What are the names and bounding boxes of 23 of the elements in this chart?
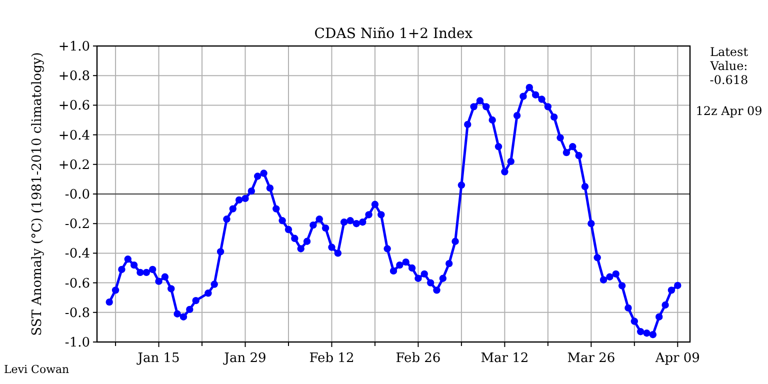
y-tick-label: +0.8 (58, 69, 90, 84)
y-tick-label: +0.2 (58, 158, 90, 173)
y-tick-label: -0.8 (64, 306, 90, 321)
y-tick-label: -0.6 (64, 276, 90, 292)
x-tick-label: Mar 12 (480, 351, 529, 366)
x-tick-label: Apr 09 (654, 351, 700, 366)
y-tick-label: -1.0 (64, 336, 90, 350)
y-tick-label: -0.4 (64, 246, 90, 262)
chart-title: CDAS Niño 1+2 Index (314, 26, 473, 42)
x-tick-label: Mar 26 (567, 351, 616, 366)
y-tick-label: +0.6 (58, 98, 90, 114)
x-tick-label: Jan 15 (136, 351, 180, 366)
x-tick-label: Feb 12 (309, 351, 354, 366)
text: 12z Apr 09 (696, 104, 762, 118)
y-tick-label: -0.0 (64, 188, 90, 202)
x-tick-label: Feb 26 (396, 351, 441, 366)
y-tick-label: +1.0 (58, 40, 90, 54)
text: Latest Value: -0.618 (709, 45, 748, 87)
text: Levi Cowan (4, 363, 70, 376)
y-axis-title: SST Anomaly (°C) (1981-2010 climatology) (30, 52, 45, 336)
y-tick-label: +0.4 (58, 128, 90, 144)
x-tick-label: Jan 29 (222, 351, 266, 366)
y-tick-label: -0.2 (64, 217, 90, 232)
